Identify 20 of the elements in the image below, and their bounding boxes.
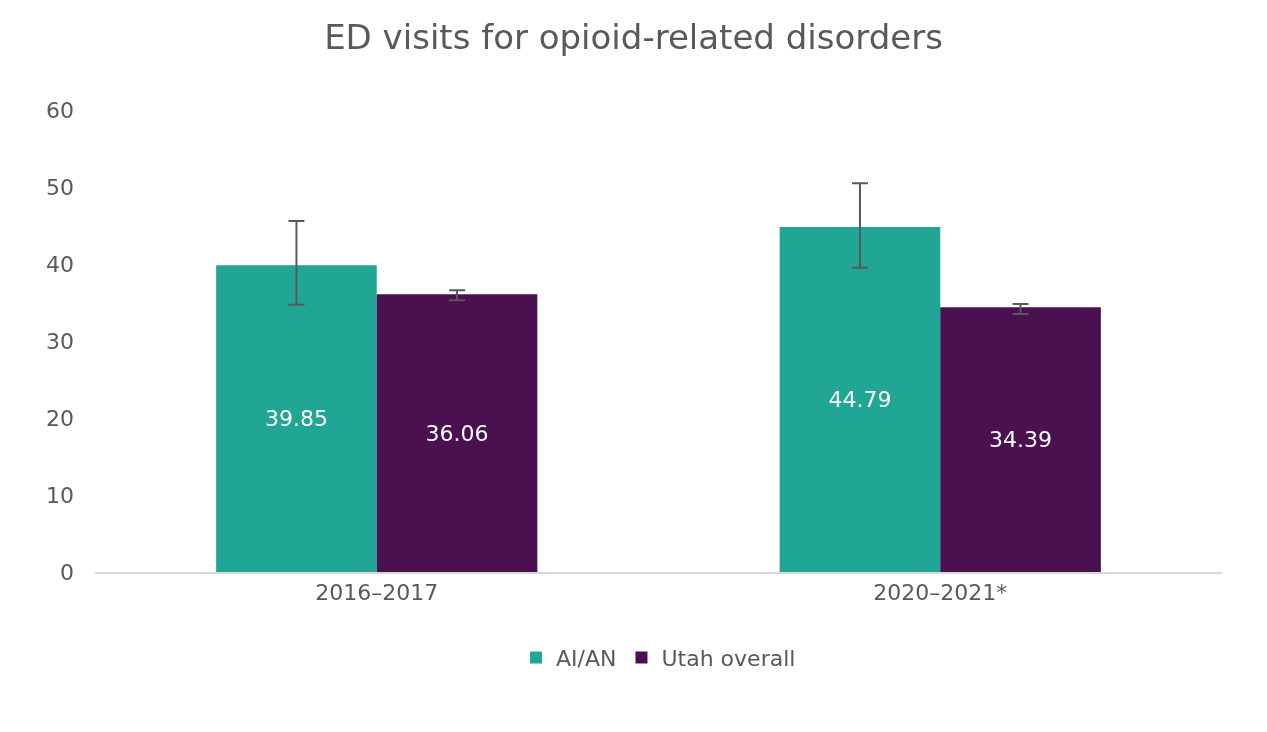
- y-tick-label: 50: [46, 174, 74, 200]
- data-label: 36.06: [425, 420, 489, 446]
- y-tick-label: 10: [46, 482, 74, 508]
- bar: [940, 307, 1101, 572]
- legend-label: Utah overall: [661, 646, 796, 672]
- y-tick-label: 60: [46, 97, 74, 123]
- bar: [216, 265, 377, 572]
- x-tick-label: 2020–2021*: [873, 580, 1008, 606]
- chart-title: ED visits for opioid-related disorders: [324, 17, 943, 58]
- bar: [376, 294, 538, 572]
- x-tick-label: 2016–2017: [315, 580, 439, 606]
- data-label: 44.79: [828, 387, 892, 413]
- bar: [779, 227, 941, 572]
- legend-label: AI/AN: [556, 646, 617, 672]
- data-label: 34.39: [989, 427, 1053, 453]
- y-tick-label: 0: [60, 559, 74, 585]
- y-tick-label: 20: [46, 405, 74, 431]
- data-label: 39.85: [264, 406, 328, 432]
- y-tick-label: 30: [46, 328, 74, 354]
- y-tick-label: 40: [46, 251, 74, 277]
